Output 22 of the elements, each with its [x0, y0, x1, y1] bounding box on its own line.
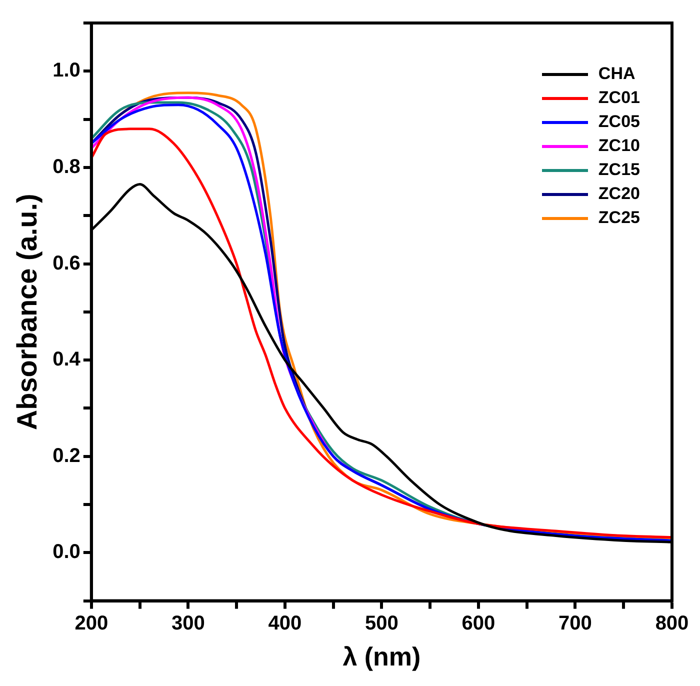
legend-label: ZC15 — [598, 160, 640, 180]
x-tick-label: 700 — [558, 612, 592, 634]
y-tick-label: 0.8 — [52, 156, 80, 178]
x-tick-label: 800 — [655, 612, 689, 634]
y-axis-title: Absorbance (a.u.) — [12, 194, 43, 430]
legend-label: ZC05 — [598, 112, 640, 132]
y-tick-label: 1.0 — [52, 60, 80, 82]
legend-label: CHA — [598, 64, 636, 84]
x-tick-label: 200 — [74, 612, 108, 634]
x-tick-label: 500 — [365, 612, 398, 634]
x-tick-label: 300 — [171, 612, 205, 634]
x-axis-title: λ (nm) — [342, 642, 421, 672]
y-tick-label: 0.2 — [52, 444, 80, 467]
y-tick-label: 0.4 — [52, 348, 82, 371]
x-tick-label: 600 — [462, 612, 496, 634]
legend-label: ZC25 — [598, 208, 640, 228]
x-tick-label: 400 — [268, 612, 302, 634]
y-tick-label: 0.0 — [52, 541, 80, 564]
y-tick-label: 0.6 — [52, 252, 80, 274]
legend-label: ZC20 — [598, 184, 640, 204]
legend-label: ZC01 — [598, 88, 640, 108]
legend-label: ZC10 — [598, 136, 640, 156]
